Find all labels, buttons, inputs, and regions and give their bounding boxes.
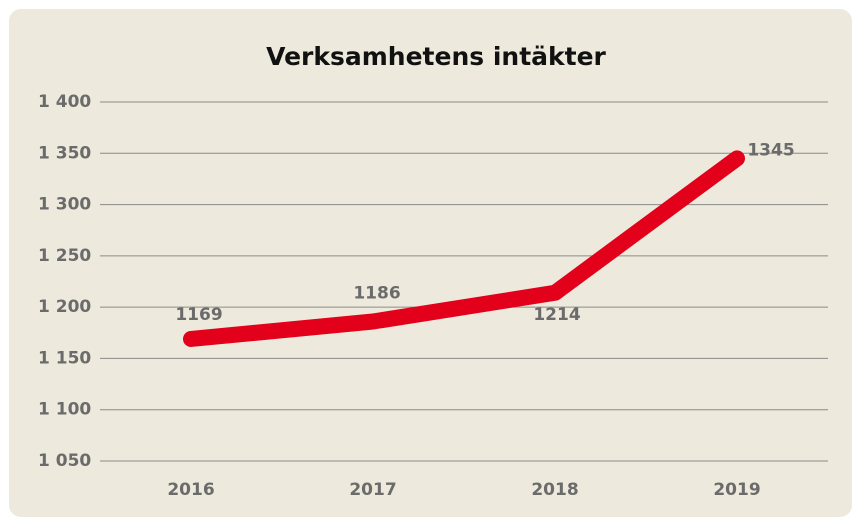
y-tick-label: 1 300: [38, 195, 91, 215]
y-tick-label: 1 400: [38, 92, 91, 112]
y-tick-label: 1 150: [38, 348, 91, 368]
y-tick-label: 1 250: [38, 246, 91, 266]
y-tick-label: 1 050: [38, 451, 91, 471]
x-tick-label: 2017: [349, 480, 396, 500]
x-tick-label: 2018: [531, 480, 578, 500]
data-label: 1345: [747, 140, 794, 160]
data-label: 1186: [353, 284, 400, 304]
y-tick-label: 1 350: [38, 143, 91, 163]
data-label: 1214: [533, 305, 580, 325]
chart-title: Verksamhetens intäkter: [266, 42, 606, 71]
data-label: 1169: [175, 305, 222, 325]
x-tick-label: 2016: [167, 480, 214, 500]
y-tick-label: 1 100: [38, 400, 91, 420]
y-tick-label: 1 200: [38, 297, 91, 317]
line: [183, 150, 745, 347]
x-tick-label: 2019: [713, 480, 760, 500]
panel: [9, 9, 852, 517]
